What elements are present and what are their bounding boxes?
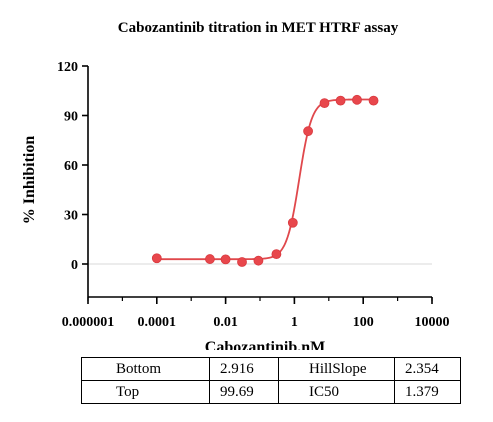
data-point [253, 255, 264, 266]
table-cell-value: 99.69 [209, 380, 279, 404]
y-tick-label: 120 [57, 60, 78, 75]
data-point [151, 253, 162, 264]
x-tick-label: 0.000001 [62, 315, 115, 330]
data-point [220, 254, 231, 265]
data-point [287, 217, 298, 228]
y-tick-label: 60 [64, 159, 78, 174]
table-cell-label: IC50 [278, 380, 395, 404]
data-point [303, 126, 313, 137]
x-tick-label: 10000 [415, 315, 450, 330]
x-tick-label: 0.0001 [138, 315, 177, 330]
x-tick-label: 1 [291, 315, 298, 330]
table-cell-label: HillSlope [278, 357, 395, 381]
table-cell-value: 1.379 [394, 380, 461, 404]
data-point [335, 95, 346, 106]
table-cell-value: 2.354 [394, 357, 461, 381]
x-axis-label: Cabozantinib,nM [205, 339, 325, 350]
fit-curve [156, 98, 374, 261]
chart: Cabozantinib titration in MET HTRF assay… [21, 20, 450, 350]
data-point [319, 98, 330, 109]
results-table: Bottom 2.916 HillSlope 2.354 Top 99.69 I… [81, 357, 461, 404]
plot-area: 0 30 60 90 120 0.000001 0.0001 0.01 1 100 10000 [57, 60, 450, 330]
data-point [237, 257, 247, 267]
table-row: Top 99.69 IC50 1.379 [81, 380, 461, 404]
data-point [352, 94, 362, 105]
table-row: Bottom 2.916 HillSlope 2.354 [81, 357, 461, 381]
y-tick-label: 0 [71, 258, 78, 273]
y-tick-label: 30 [64, 209, 78, 224]
data-point [368, 95, 379, 106]
x-tick-label: 100 [353, 315, 374, 330]
table-cell-label: Top [81, 380, 210, 404]
y-tick-label: 90 [64, 110, 78, 125]
data-point [205, 254, 215, 264]
data-point [271, 249, 282, 260]
table-cell-label: Bottom [81, 357, 210, 381]
chart-title: Cabozantinib titration in MET HTRF assay [118, 20, 399, 36]
x-tick-label: 0.01 [213, 315, 238, 330]
y-axis-label: % Inhibition [21, 136, 38, 225]
table-cell-value: 2.916 [209, 357, 279, 381]
